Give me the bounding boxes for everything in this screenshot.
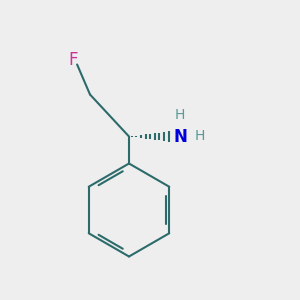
Text: H: H <box>194 130 205 143</box>
Text: H: H <box>175 108 185 122</box>
Text: N: N <box>173 128 187 146</box>
Text: F: F <box>69 51 78 69</box>
